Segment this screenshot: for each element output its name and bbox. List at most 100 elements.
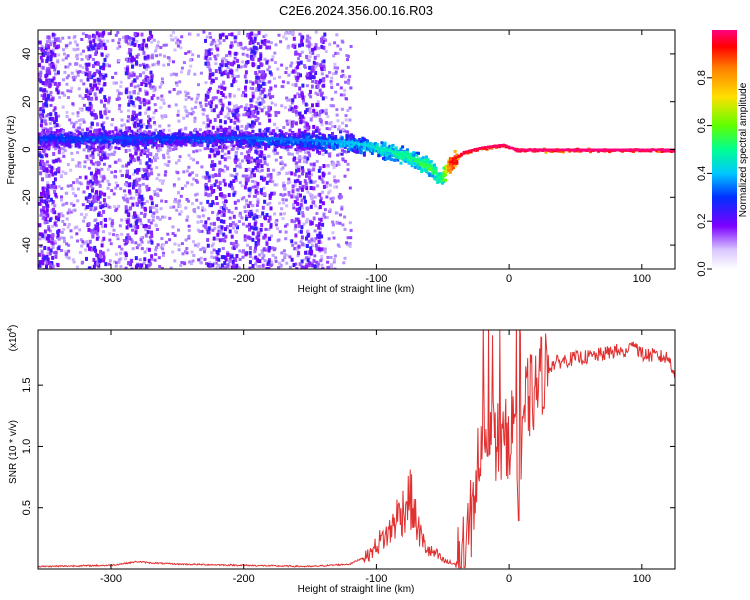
heatmap-cell [257,159,261,164]
heatmap-cell [278,201,281,205]
heatmap-cell [234,244,238,249]
heatmap-cell [101,126,105,131]
heatmap-cell [171,140,175,144]
heatmap-cell [45,211,49,216]
heatmap-cell [291,184,295,189]
heatmap-cell [231,222,235,226]
heatmap-cell [131,172,135,176]
heatmap-cell [135,139,139,143]
heatmap-cell [269,175,273,180]
heatmap-cell [314,204,318,208]
heatmap-cell [190,143,194,147]
heatmap-cell [217,257,221,262]
heatmap-cell [292,203,295,206]
heatmap-cell [298,93,301,98]
heatmap-cell [132,215,136,220]
heatmap-cell [290,239,294,244]
heatmap-cell [38,223,42,228]
heatmap-cell [56,60,60,64]
heatmap-cell [112,139,116,143]
heatmap-cell [166,56,170,60]
heatmap-cell [184,138,188,141]
heatmap-cell [211,72,215,77]
heatmap-cell [277,266,281,269]
heatmap-cell [54,192,58,197]
heatmap-cell [227,134,231,138]
heatmap-cell [86,185,90,190]
heatmap-cell [153,62,157,66]
heatmap-cell [285,261,289,265]
heatmap-cell [171,148,175,151]
heatmap-cell [310,194,314,198]
heatmap-cell [211,242,215,246]
heatmap-cell [237,31,241,35]
heatmap-cell [268,70,272,75]
heatmap-cell [138,158,142,162]
heatmap-cell [111,130,115,134]
heatmap-cell [269,260,273,264]
heatmap-cell [214,62,218,66]
heatmap-cell [217,209,221,214]
heatmap-cell [256,110,260,115]
heatmap-cell [116,184,120,188]
heatmap-cell [94,224,98,229]
heatmap-cell [86,56,89,60]
heatmap-cell [206,146,210,150]
heatmap-cell [292,36,296,41]
heatmap-cell [45,203,49,208]
heatmap-cell [300,147,304,150]
heatmap-cell [114,160,118,164]
heatmap-cell [312,167,316,172]
heatmap-cell [149,124,153,129]
heatmap-cell [69,184,73,188]
heatmap-cell [45,160,49,164]
heatmap-cell [294,136,298,140]
heatmap-cell [114,252,118,256]
heatmap-cell [119,92,123,96]
heatmap-cell [93,138,97,141]
heatmap-cell [195,130,199,134]
heatmap-cell [147,132,151,135]
heatmap-cell [100,52,104,57]
heatmap-cell [208,261,212,265]
heatmap-cell [346,65,350,69]
heatmap-cell [309,186,313,190]
heatmap-cell [104,64,108,68]
heatmap-cell [89,179,93,184]
heatmap-cell [255,100,259,104]
heatmap-cell [235,172,239,176]
heatmap-cell [47,45,51,50]
heatmap-cell [209,186,213,190]
heatmap-cell [198,101,202,105]
heatmap-cell [62,154,66,158]
heatmap-cell [139,139,143,143]
heatmap-cell [141,46,145,51]
heatmap-cell [225,54,229,58]
heatmap-cell [331,72,335,76]
heatmap-cell [273,132,277,136]
heatmap-cell [196,244,200,248]
heatmap-cell [214,77,218,81]
heatmap-cell [108,217,112,221]
heatmap-cell [126,65,130,70]
heatmap-cell [219,266,223,269]
heatmap-cell [222,56,226,60]
heatmap-cell [152,140,156,144]
heatmap-cell [44,97,48,102]
heatmap-cell [314,128,318,133]
heatmap-cell [283,256,287,260]
heatmap-cell [264,133,268,137]
heatmap-cell [213,96,217,100]
figure-title: C2E6.2024.356.00.16.R03 [279,3,433,18]
heatmap-cell [210,160,214,165]
heatmap-cell [315,126,319,131]
heatmap-cell [270,132,274,136]
heatmap-cell [138,243,142,247]
heatmap-cell [308,140,312,144]
heatmap-cell [123,198,127,202]
heatmap-cell [304,244,308,248]
heatmap-cell [273,212,277,216]
heatmap-cell [254,226,258,231]
heatmap-cell [305,38,309,43]
heatmap-cell [251,40,255,45]
